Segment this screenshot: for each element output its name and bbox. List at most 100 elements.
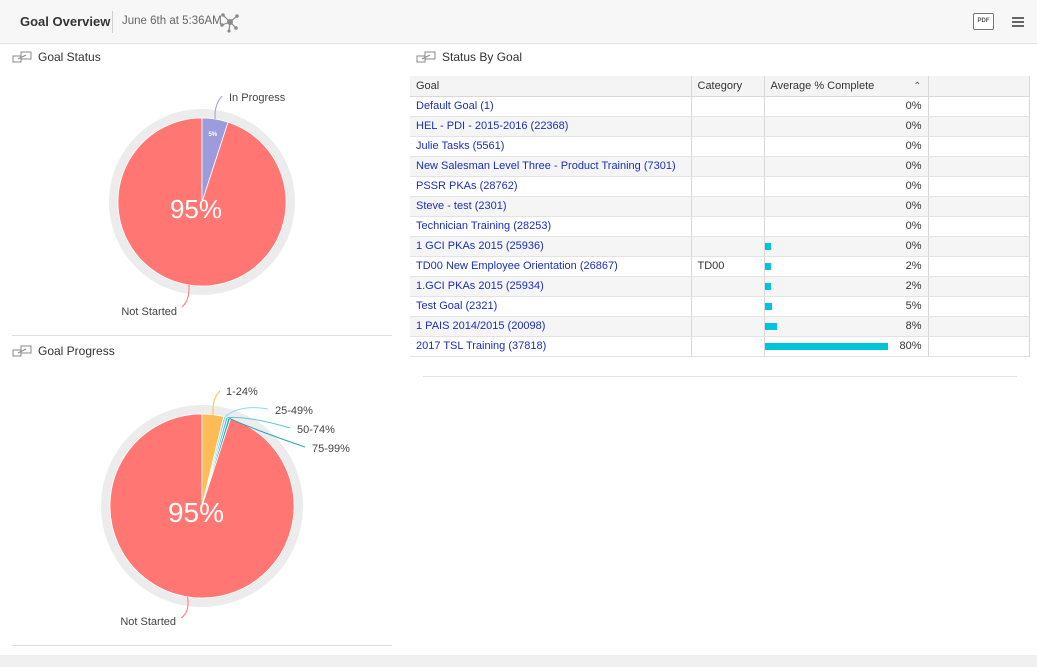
category-cell xyxy=(691,136,765,157)
average-complete-cell: 0% xyxy=(764,216,929,237)
category-cell xyxy=(691,96,765,117)
pie-slice-in-progress xyxy=(201,117,229,203)
table-header-row: Goal Category Average % Complete ⌃ xyxy=(410,76,1030,97)
percent-value: 2% xyxy=(905,280,922,292)
goal-link[interactable]: Julie Tasks (5561) xyxy=(410,136,692,157)
pie-main-value: 95% xyxy=(168,497,224,528)
empty-cell xyxy=(928,216,1030,237)
menu-icon[interactable] xyxy=(1012,17,1024,27)
goal-link[interactable]: PSSR PKAs (28762) xyxy=(410,176,692,197)
empty-cell xyxy=(928,296,1030,317)
goal-link[interactable]: New Salesman Level Three - Product Train… xyxy=(410,156,692,177)
table-row: 1.GCI PKAs 2015 (25934) 2% xyxy=(410,276,1030,297)
table-row: HEL - PDI - 2015-2016 (22368) 0% xyxy=(410,116,1030,137)
column-header-average-complete-label: Average % Complete xyxy=(770,79,875,92)
column-header-goal[interactable]: Goal xyxy=(410,76,692,97)
network-share-icon[interactable] xyxy=(219,11,241,33)
pie-leader-line xyxy=(181,284,190,308)
footer-strip xyxy=(0,655,1037,667)
pie-label-in-progress: In Progress xyxy=(229,92,286,104)
category-cell: TD00 xyxy=(691,256,765,277)
goal-link[interactable]: Default Goal (1) xyxy=(410,96,692,117)
percent-value: 0% xyxy=(905,160,922,172)
category-cell xyxy=(691,216,765,237)
category-cell xyxy=(691,236,765,257)
goal-status-label: Goal Status xyxy=(38,50,101,64)
empty-cell xyxy=(928,336,1030,357)
pie-slice-value: 5% xyxy=(208,132,217,138)
progress-bar xyxy=(764,262,771,270)
header-divider xyxy=(112,11,113,33)
goal-link[interactable]: 2017 TSL Training (37818) xyxy=(410,336,692,357)
category-cell xyxy=(691,156,765,177)
goal-link[interactable]: Test Goal (2321) xyxy=(410,296,692,317)
pie-leader-line xyxy=(212,390,221,415)
empty-cell xyxy=(928,156,1030,177)
table-row: Default Goal (1) 0% xyxy=(410,96,1030,117)
sort-ascending-icon[interactable]: ⌃ xyxy=(913,80,922,92)
average-complete-cell: 80% xyxy=(764,336,929,357)
empty-cell xyxy=(928,236,1030,257)
link-widget-icon[interactable] xyxy=(416,51,438,63)
percent-value: 5% xyxy=(905,300,922,312)
average-complete-cell: 0% xyxy=(764,156,929,177)
goal-link[interactable]: 1.GCI PKAs 2015 (25934) xyxy=(410,276,692,297)
percent-value: 0% xyxy=(905,240,922,252)
average-complete-cell: 8% xyxy=(764,316,929,337)
panel-divider xyxy=(12,645,392,646)
pie-label-1-24: 1-24% xyxy=(226,386,258,398)
goal-status-title: Goal Status xyxy=(12,50,101,64)
average-complete-cell: 0% xyxy=(764,136,929,157)
category-cell xyxy=(691,316,765,337)
goal-link[interactable]: 1 GCI PKAs 2015 (25936) xyxy=(410,236,692,257)
average-complete-cell: 2% xyxy=(764,256,929,277)
table-row: Steve - test (2301) 0% xyxy=(410,196,1030,217)
percent-value: 80% xyxy=(899,340,922,352)
pie-leader-line xyxy=(180,596,189,619)
column-header-average-complete[interactable]: Average % Complete ⌃ xyxy=(764,76,929,97)
percent-value: 0% xyxy=(905,120,922,132)
goal-link[interactable]: TD00 New Employee Orientation (26867) xyxy=(410,256,692,277)
pdf-export-button[interactable]: PDF xyxy=(973,13,994,30)
table-row: 2017 TSL Training (37818) 80% xyxy=(410,336,1030,357)
table-row: TD00 New Employee Orientation (26867) TD0… xyxy=(410,256,1030,277)
page-title: Goal Overview xyxy=(20,14,111,29)
pie-leader-line xyxy=(224,407,269,418)
pie-leader-line xyxy=(214,95,223,120)
pie-label-75-99: 75-99% xyxy=(312,443,350,455)
percent-value: 8% xyxy=(905,320,922,332)
category-cell xyxy=(691,336,765,357)
progress-bar xyxy=(764,242,771,250)
table-row: Julie Tasks (5561) 0% xyxy=(410,136,1030,157)
column-header-blank xyxy=(928,76,1030,97)
link-widget-icon[interactable] xyxy=(12,345,34,357)
empty-cell xyxy=(928,276,1030,297)
empty-cell xyxy=(928,176,1030,197)
goal-link[interactable]: Technician Training (28253) xyxy=(410,216,692,237)
percent-value: 2% xyxy=(905,260,922,272)
category-cell xyxy=(691,276,765,297)
average-complete-cell: 0% xyxy=(764,236,929,257)
percent-value: 0% xyxy=(905,200,922,212)
goal-link[interactable]: Steve - test (2301) xyxy=(410,196,692,217)
progress-bar xyxy=(764,302,773,310)
pie-main-value: 95% xyxy=(170,194,222,224)
average-complete-cell: 5% xyxy=(764,296,929,317)
column-header-category[interactable]: Category xyxy=(691,76,765,97)
percent-value: 0% xyxy=(905,180,922,192)
table-row: New Salesman Level Three - Product Train… xyxy=(410,156,1030,177)
empty-cell xyxy=(928,316,1030,337)
empty-cell xyxy=(928,256,1030,277)
goal-link[interactable]: 1 PAIS 2014/2015 (20098) xyxy=(410,316,692,337)
table-row: Technician Training (28253) 0% xyxy=(410,216,1030,237)
average-complete-cell: 0% xyxy=(764,116,929,137)
average-complete-cell: 0% xyxy=(764,196,929,217)
panel-divider xyxy=(12,335,392,336)
goal-link[interactable]: HEL - PDI - 2015-2016 (22368) xyxy=(410,116,692,137)
empty-cell xyxy=(928,96,1030,117)
timestamp: June 6th at 5:36AM xyxy=(122,15,222,27)
pie-leader-line xyxy=(227,416,291,429)
category-cell xyxy=(691,176,765,197)
status-by-goal-label: Status By Goal xyxy=(442,50,523,64)
link-widget-icon[interactable] xyxy=(12,51,34,63)
